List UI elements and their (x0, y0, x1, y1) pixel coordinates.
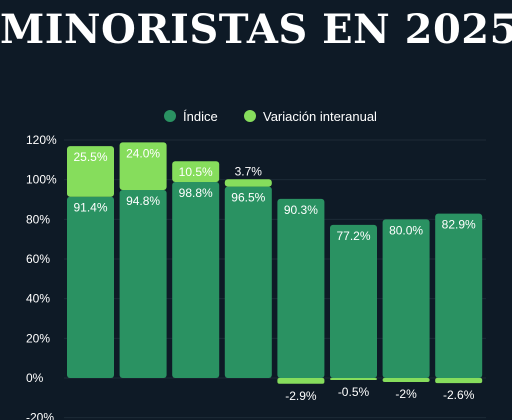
data-label-indice: 98.8% (179, 186, 213, 200)
data-label-indice: 80.0% (389, 223, 423, 237)
data-label-indice: 94.8% (126, 194, 160, 208)
legend-item-indice-label: Índice (183, 109, 218, 124)
bar-variacion (172, 161, 220, 183)
y-tick-label: 40% (26, 292, 50, 306)
bar-indice (224, 186, 272, 378)
legend-item-variacion-marker (244, 110, 256, 122)
data-label-indice: 90.3% (284, 203, 318, 217)
data-label-indice: 91.4% (73, 201, 107, 215)
bar-indice (435, 213, 483, 378)
data-label-variacion: -2.6% (443, 388, 475, 402)
data-label-indice: 96.5% (231, 191, 265, 205)
legend-item-indice-marker (164, 110, 176, 122)
y-tick-label: 100% (26, 173, 57, 187)
data-label-variacion: 25.5% (73, 150, 107, 164)
y-tick-label: 60% (26, 252, 50, 266)
data-label-variacion: -0.5% (338, 385, 370, 399)
legend-item-variacion-label: Variación interanual (263, 109, 377, 124)
chart-title: MINORISTAS EN 2025 (0, 6, 512, 53)
y-tick-label: -20% (26, 411, 54, 420)
data-label-variacion: 10.5% (179, 165, 213, 179)
bar-variacion (435, 378, 483, 384)
y-tick-label: 80% (26, 212, 50, 226)
y-tick-label: 0% (26, 371, 44, 385)
data-label-indice: 82.9% (442, 218, 476, 232)
data-label-variacion: 3.7% (235, 164, 263, 178)
data-label-variacion: 24.0% (126, 146, 160, 160)
bar-variacion (224, 179, 272, 187)
y-tick-label: 20% (26, 331, 50, 345)
data-label-indice: 77.2% (336, 229, 370, 243)
bar-indice (330, 224, 377, 378)
bar-indice (277, 198, 325, 378)
bar-variacion (119, 142, 167, 190)
data-label-variacion: -2.9% (285, 389, 317, 403)
bar-variacion (330, 378, 377, 380)
bar-indice (382, 219, 430, 378)
bar-indice (172, 182, 220, 378)
bar-variacion (277, 378, 325, 384)
bar-variacion (67, 146, 114, 197)
bar-indice (67, 196, 114, 378)
data-label-variacion: -2% (395, 387, 417, 401)
bar-variacion (382, 378, 430, 382)
bar-indice (119, 189, 167, 378)
y-tick-label: 120% (26, 133, 57, 147)
